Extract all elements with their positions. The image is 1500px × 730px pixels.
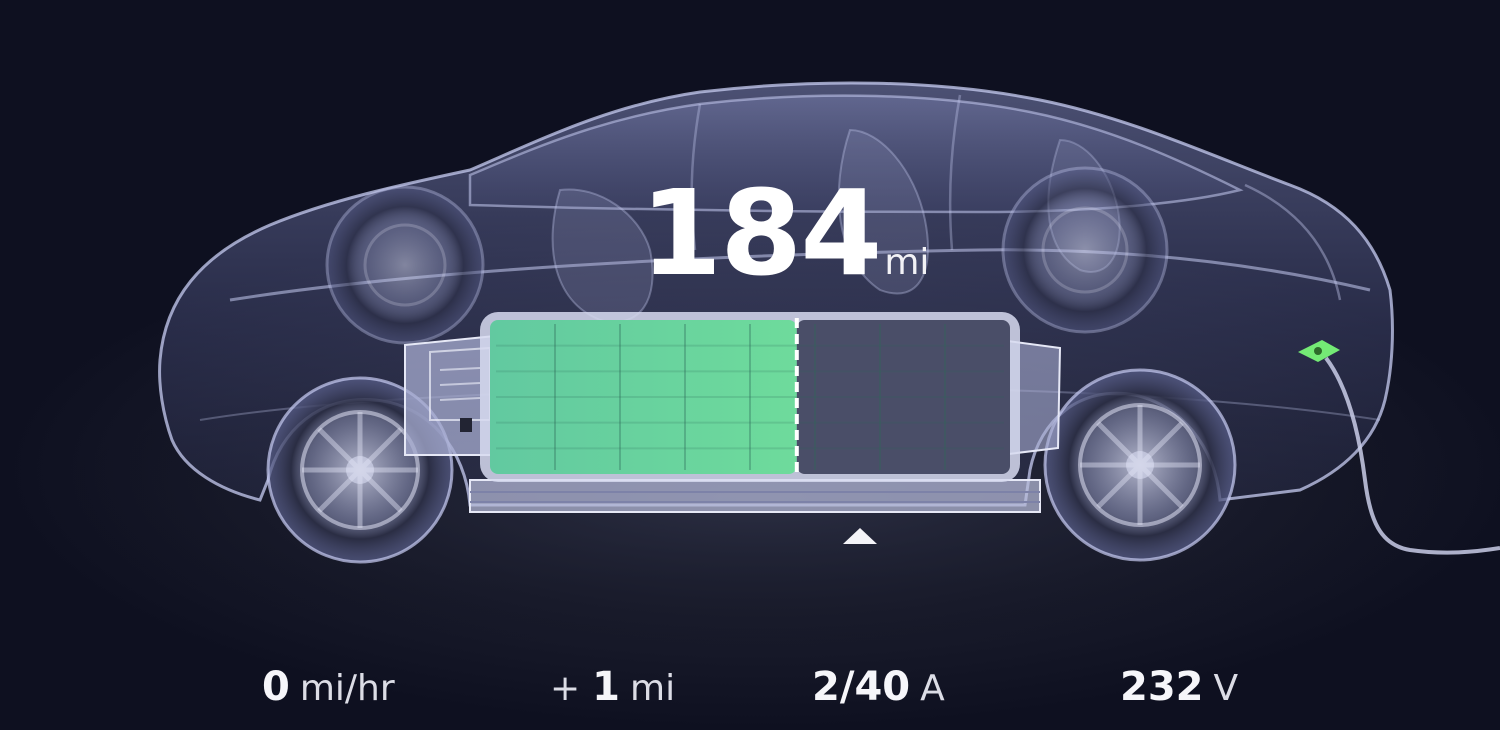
voltage-unit: V (1213, 668, 1239, 709)
battery-charged-region (490, 320, 797, 474)
voltage-value: 232 (1120, 664, 1204, 710)
voltage-stat: 232 V (1120, 662, 1238, 720)
charge-rate-value: 0 (262, 664, 290, 710)
range-added-unit: mi (630, 668, 676, 709)
charging-stats-bar: 0 mi/hr +1 mi 2/40 A 232 V (0, 662, 1500, 712)
charge-limit-marker-icon[interactable] (843, 528, 877, 544)
battery-pack-icon (404, 312, 1062, 513)
current-stat: 2/40 A (812, 662, 945, 720)
charge-rate-unit: mi/hr (299, 668, 395, 709)
rear-wheel (1043, 368, 1237, 562)
battery-empty-region (796, 320, 1010, 474)
current-unit: A (920, 668, 945, 709)
range-added-stat: +1 mi (550, 662, 675, 720)
current-value: 2/40 (812, 664, 911, 710)
range-unit: mi (884, 242, 930, 283)
far-front-wheel (325, 185, 485, 345)
far-rear-wheel (1001, 166, 1169, 334)
range-value: 184 (640, 164, 882, 302)
charge-cable-icon (1324, 356, 1500, 555)
charge-rate-stat: 0 mi/hr (262, 662, 395, 720)
range-added-sign: + (550, 668, 581, 709)
range-display: 184 mi (640, 168, 929, 298)
range-added-value: 1 (592, 664, 621, 710)
charge-port-icon (1298, 340, 1340, 362)
